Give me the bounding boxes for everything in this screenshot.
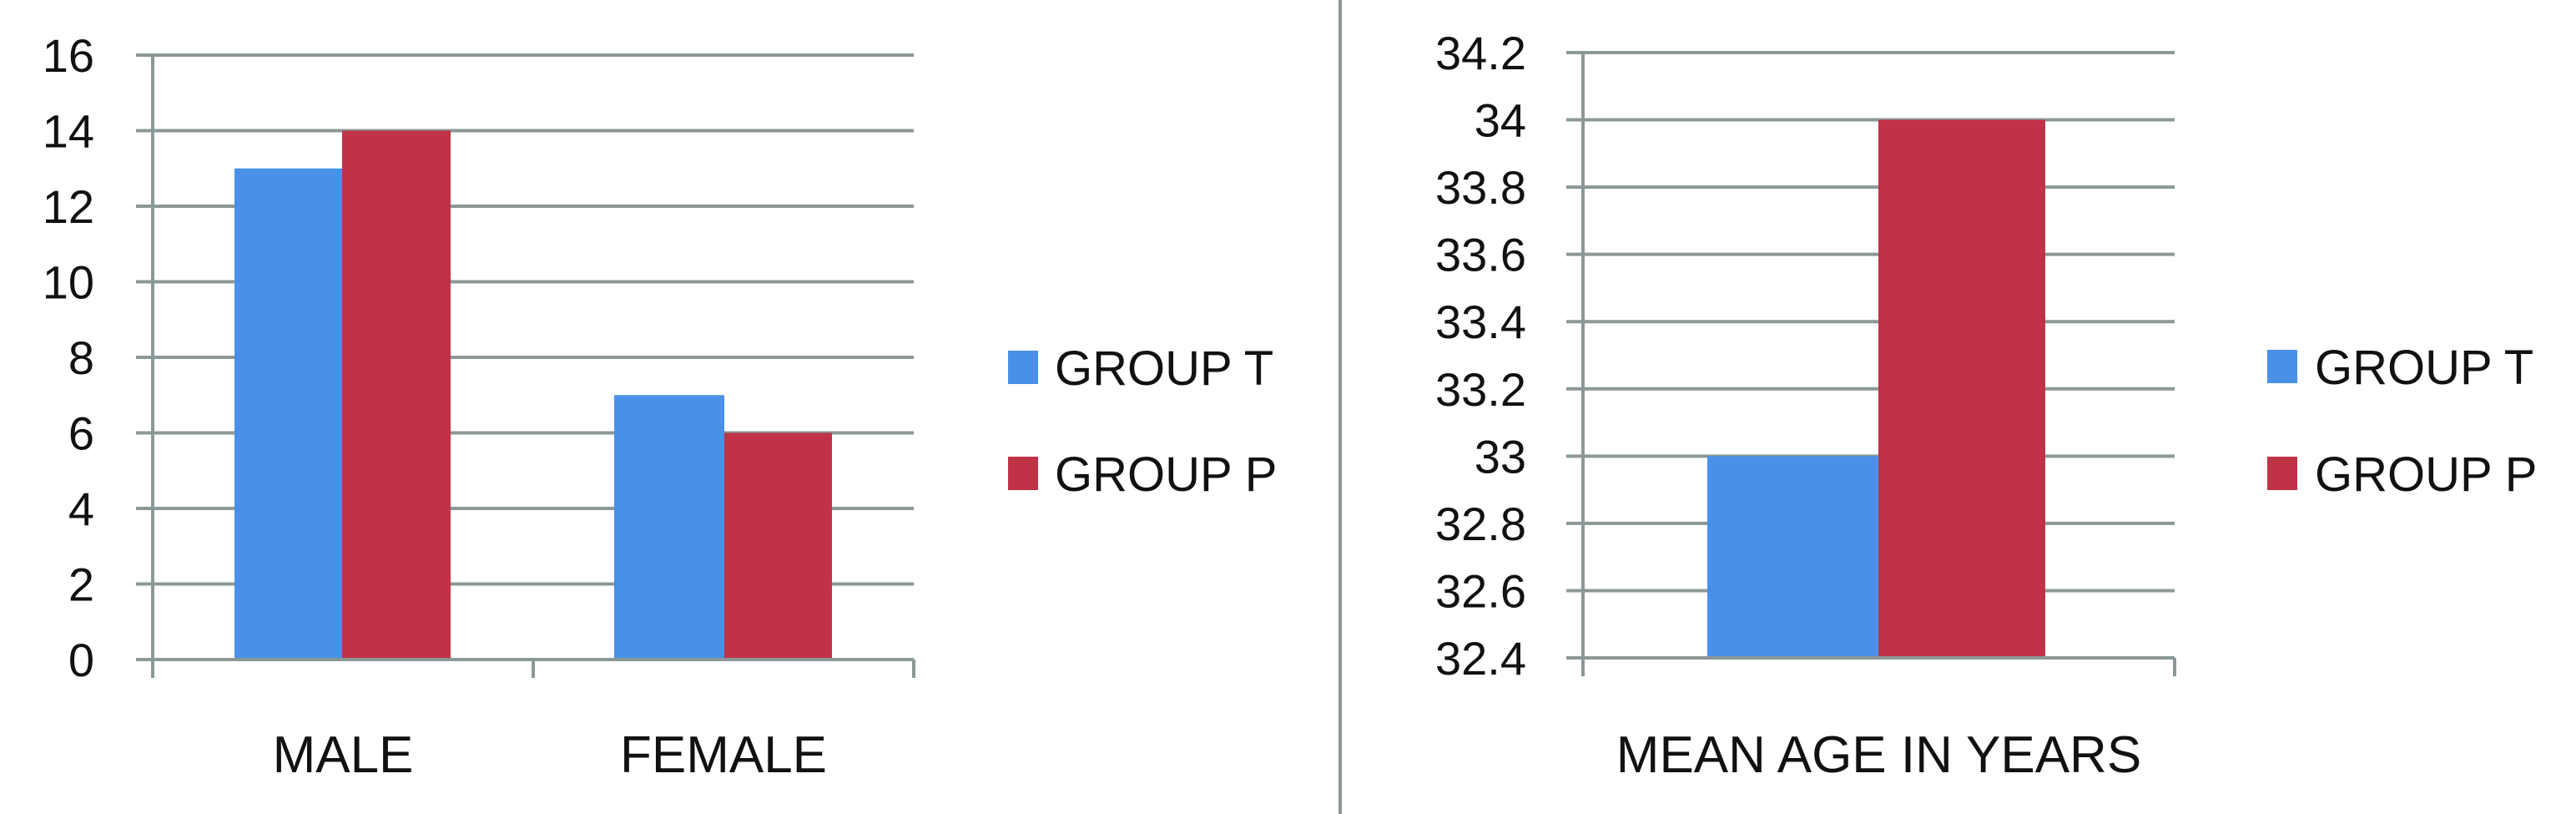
y-tick-label: 32.4 — [1435, 632, 1526, 685]
y-tick-label: 33.4 — [1435, 296, 1526, 348]
y-tick-label: 32.6 — [1435, 564, 1526, 617]
chart-mean-age: 32.4 32.6 32.8 33 33.2 33.4 33.6 33.8 34 34.2 GROU… — [1435, 27, 2537, 784]
y-tick-label: 10 — [43, 256, 94, 309]
y-tick-label: 14 — [43, 105, 94, 158]
y-tick-label: 8 — [68, 331, 94, 384]
legend-label: GROUP T — [2315, 341, 2533, 395]
y-tick-label: 12 — [43, 180, 94, 233]
bar-group-t-female — [614, 395, 724, 660]
legend-swatch — [1008, 457, 1038, 490]
bar-group-t-male — [234, 168, 342, 660]
category-label: MALE — [273, 726, 414, 784]
legend-label: GROUP T — [1055, 341, 1273, 396]
y-tick-label: 33.6 — [1435, 229, 1526, 281]
chart-sex-distribution: 0 2 4 6 8 10 12 14 16 GROUP T GROUP P MALE FEMALE — [43, 29, 1278, 784]
y-tick-label: 16 — [43, 29, 94, 82]
y-tick-label: 32.8 — [1435, 498, 1526, 550]
y-tick-label: 33.2 — [1435, 363, 1526, 416]
bar-group-p-mean-age-in-years — [1878, 119, 2045, 659]
legend-label: GROUP P — [1055, 447, 1277, 502]
bar-group-p-male — [342, 130, 451, 660]
legend-label: GROUP P — [2315, 447, 2537, 502]
y-tick-label: 6 — [68, 407, 94, 460]
category-label: FEMALE — [620, 726, 827, 784]
y-tick-label: 34 — [1475, 94, 1526, 147]
legend-swatch — [1008, 351, 1038, 384]
legend-swatch — [2267, 457, 2297, 490]
legend-swatch — [2267, 350, 2297, 383]
category-label: MEAN AGE IN YEARS — [1616, 726, 2141, 784]
y-tick-label: 34.2 — [1435, 27, 1526, 79]
bar-group-t-mean-age-in-years — [1707, 456, 1878, 658]
bar-group-p-female — [724, 432, 832, 660]
y-tick-label: 4 — [68, 483, 94, 535]
y-tick-label: 33 — [1475, 430, 1526, 483]
y-tick-label: 2 — [68, 559, 94, 611]
y-tick-label: 33.8 — [1435, 161, 1526, 214]
y-tick-label: 0 — [68, 634, 94, 686]
